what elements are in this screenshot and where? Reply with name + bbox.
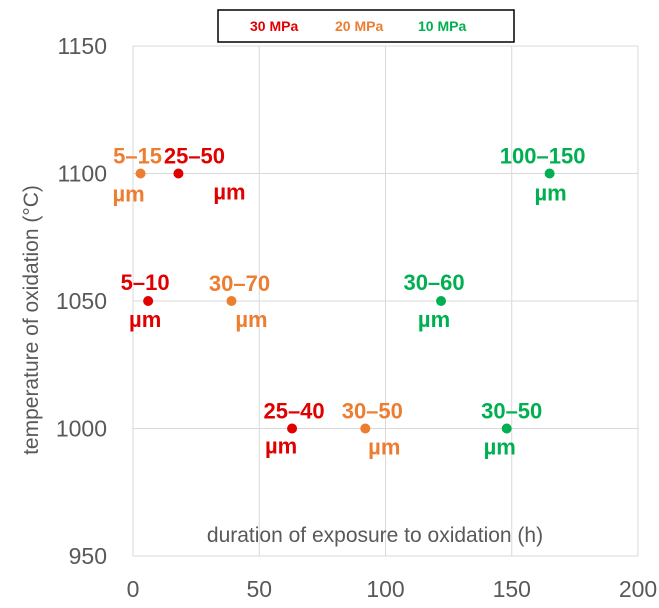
y-axis-title: temperature of oxidation (°C) xyxy=(20,185,43,455)
y-tick-label: 950 xyxy=(69,543,107,569)
data-point xyxy=(173,168,184,179)
data-point xyxy=(360,423,371,434)
point-range-label: 30–50 xyxy=(481,399,542,424)
point-unit-label: µm xyxy=(368,435,400,460)
legend-entry: 20 MPa xyxy=(335,18,383,34)
point-range-label: 25–50 xyxy=(164,144,225,169)
x-tick-label: 50 xyxy=(246,576,272,602)
point-unit-label: µm xyxy=(235,307,267,332)
point-unit-label: µm xyxy=(112,182,144,207)
x-axis-title: duration of exposure to oxidation (h) xyxy=(207,524,543,547)
y-tick-label: 1150 xyxy=(58,33,107,59)
labels-layer: 25–50 µm 5–10 µm 25–40 µm 5–15 µm 30–70 µm 30–50 µm… xyxy=(112,144,585,460)
point-range-label: 25–40 xyxy=(263,399,324,424)
x-tick-label: 150 xyxy=(493,576,531,602)
point-range-label: 5–10 xyxy=(121,270,170,295)
point-range-label: 30–70 xyxy=(209,271,270,296)
point-range-label: 30–60 xyxy=(403,270,464,295)
x-tick-label: 200 xyxy=(619,576,657,602)
legend: 30 MPa 20 MPa 10 MPa xyxy=(217,9,515,43)
data-point xyxy=(436,296,447,306)
data-point xyxy=(135,168,146,179)
legend-entry: 10 MPa xyxy=(418,18,466,34)
point-unit-label: µm xyxy=(213,180,245,205)
legend-entry: 30 MPa xyxy=(250,18,298,34)
data-point xyxy=(287,423,298,434)
point-unit-label: µm xyxy=(418,307,450,332)
data-point xyxy=(544,168,555,179)
data-point xyxy=(143,296,154,306)
data-point xyxy=(226,296,237,306)
legend-box xyxy=(217,9,515,43)
point-range-label: 100–150 xyxy=(500,144,586,169)
x-tick-label: 0 xyxy=(127,576,140,602)
x-tick-label: 100 xyxy=(366,576,404,602)
point-range-label: 5–15 xyxy=(113,144,162,169)
point-unit-label: µm xyxy=(484,435,516,460)
point-unit-label: µm xyxy=(265,434,297,459)
data-point xyxy=(501,423,512,434)
point-range-label: 30–50 xyxy=(342,399,403,424)
axis-layer: 0 50 100 150 200 950 1000 1050 1100 1150 xyxy=(56,33,657,602)
y-tick-label: 1000 xyxy=(56,416,107,442)
points-layer xyxy=(135,168,555,434)
point-unit-label: µm xyxy=(129,307,161,332)
y-tick-label: 1100 xyxy=(58,161,107,187)
y-tick-label: 1050 xyxy=(56,288,107,314)
grid-layer xyxy=(132,45,639,557)
point-unit-label: µm xyxy=(535,181,567,206)
